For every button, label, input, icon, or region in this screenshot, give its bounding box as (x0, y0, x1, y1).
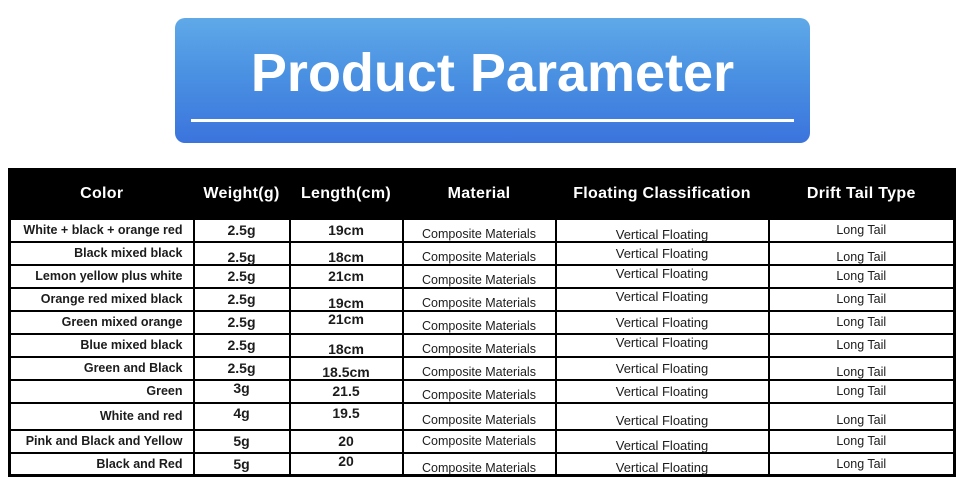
cell-drift-tail: Long Tail (767, 240, 956, 266)
cell-length: 20 (288, 428, 404, 454)
cell-drift-tail: Long Tail (767, 401, 956, 431)
column-header-length: Length(cm) (288, 168, 404, 220)
cell-weight: 2.5g (192, 355, 291, 381)
cell-weight: 2.5g (192, 263, 291, 289)
cell-length: 19cm (288, 217, 404, 243)
cell-color: White + black + orange red (8, 217, 195, 243)
cell-length: 19.5 (288, 401, 404, 431)
cell-floating: Vertical Floating (554, 428, 770, 454)
cell-color: Lemon yellow plus white (8, 263, 195, 289)
cell-material: Composite Materials (401, 451, 557, 477)
cell-floating: Vertical Floating (554, 240, 770, 266)
cell-material: Composite Materials (401, 286, 557, 312)
cell-color: Green mixed orange (8, 309, 195, 335)
cell-drift-tail: Long Tail (767, 451, 956, 477)
table-row: White and red 4g 19.5 Composite Material… (8, 401, 956, 431)
table-body: White + black + orange red 2.5g 19cm Com… (8, 217, 956, 477)
cell-floating: Vertical Floating (554, 263, 770, 289)
cell-material: Composite Materials (401, 332, 557, 358)
cell-drift-tail: Long Tail (767, 378, 956, 404)
cell-length: 18.5cm (288, 355, 404, 381)
column-header-floating-classification: Floating Classification (554, 168, 770, 220)
table-row: Lemon yellow plus white 2.5g 21cm Compos… (8, 263, 956, 289)
cell-material: Composite Materials (401, 378, 557, 404)
cell-weight: 2.5g (192, 217, 291, 243)
table-row: White + black + orange red 2.5g 19cm Com… (8, 217, 956, 243)
cell-color: Black mixed black (8, 240, 195, 266)
cell-floating: Vertical Floating (554, 401, 770, 431)
cell-drift-tail: Long Tail (767, 263, 956, 289)
table-row: Green 3g 21.5 Composite Materials Vertic… (8, 378, 956, 404)
table-row: Black and Red 5g 20 Composite Materials … (8, 451, 956, 477)
cell-floating: Vertical Floating (554, 286, 770, 312)
table-row: Green mixed orange 2.5g 21cm Composite M… (8, 309, 956, 335)
cell-color: Green (8, 378, 195, 404)
cell-color: Orange red mixed black (8, 286, 195, 312)
cell-material: Composite Materials (401, 240, 557, 266)
table-row: Blue mixed black 2.5g 18cm Composite Mat… (8, 332, 956, 358)
cell-material: Composite Materials (401, 401, 557, 431)
cell-floating: Vertical Floating (554, 217, 770, 243)
cell-drift-tail: Long Tail (767, 286, 956, 312)
product-parameter-table: Color Weight(g) Length(cm) Material Floa… (8, 168, 956, 477)
cell-material: Composite Materials (401, 309, 557, 335)
cell-floating: Vertical Floating (554, 378, 770, 404)
cell-drift-tail: Long Tail (767, 332, 956, 358)
cell-weight: 3g (192, 378, 291, 404)
cell-floating: Vertical Floating (554, 309, 770, 335)
column-header-drift-tail-type: Drift Tail Type (767, 168, 956, 220)
cell-color: Green and Black (8, 355, 195, 381)
cell-material: Composite Materials (401, 428, 557, 454)
cell-drift-tail: Long Tail (767, 355, 956, 381)
cell-weight: 2.5g (192, 286, 291, 312)
cell-weight: 5g (192, 451, 291, 477)
cell-length: 19cm (288, 286, 404, 312)
cell-floating: Vertical Floating (554, 332, 770, 358)
cell-color: Black and Red (8, 451, 195, 477)
cell-length: 21cm (288, 309, 404, 335)
cell-material: Composite Materials (401, 263, 557, 289)
cell-length: 18cm (288, 240, 404, 266)
column-header-color: Color (8, 168, 195, 220)
column-header-material: Material (401, 168, 557, 220)
table-row: Black mixed black 2.5g 18cm Composite Ma… (8, 240, 956, 266)
cell-drift-tail: Long Tail (767, 217, 956, 243)
column-header-weight: Weight(g) (192, 168, 291, 220)
cell-length: 21.5 (288, 378, 404, 404)
cell-color: Blue mixed black (8, 332, 195, 358)
banner-underline (191, 119, 794, 122)
cell-weight: 2.5g (192, 332, 291, 358)
cell-material: Composite Materials (401, 355, 557, 381)
table-header-row: Color Weight(g) Length(cm) Material Floa… (8, 168, 956, 220)
table-row: Pink and Black and Yellow 5g 20 Composit… (8, 428, 956, 454)
cell-color: Pink and Black and Yellow (8, 428, 195, 454)
cell-weight: 2.5g (192, 240, 291, 266)
cell-drift-tail: Long Tail (767, 309, 956, 335)
table-header: Color Weight(g) Length(cm) Material Floa… (8, 168, 956, 220)
cell-weight: 2.5g (192, 309, 291, 335)
cell-length: 21cm (288, 263, 404, 289)
table-row: Green and Black 2.5g 18.5cm Composite Ma… (8, 355, 956, 381)
cell-weight: 5g (192, 428, 291, 454)
cell-material: Composite Materials (401, 217, 557, 243)
table-row: Orange red mixed black 2.5g 19cm Composi… (8, 286, 956, 312)
cell-drift-tail: Long Tail (767, 428, 956, 454)
cell-weight: 4g (192, 401, 291, 431)
cell-length: 20 (288, 451, 404, 477)
product-parameter-banner: Product Parameter (175, 18, 810, 143)
cell-floating: Vertical Floating (554, 451, 770, 477)
cell-length: 18cm (288, 332, 404, 358)
cell-floating: Vertical Floating (554, 355, 770, 381)
cell-color: White and red (8, 401, 195, 431)
page-title: Product Parameter (250, 43, 735, 103)
